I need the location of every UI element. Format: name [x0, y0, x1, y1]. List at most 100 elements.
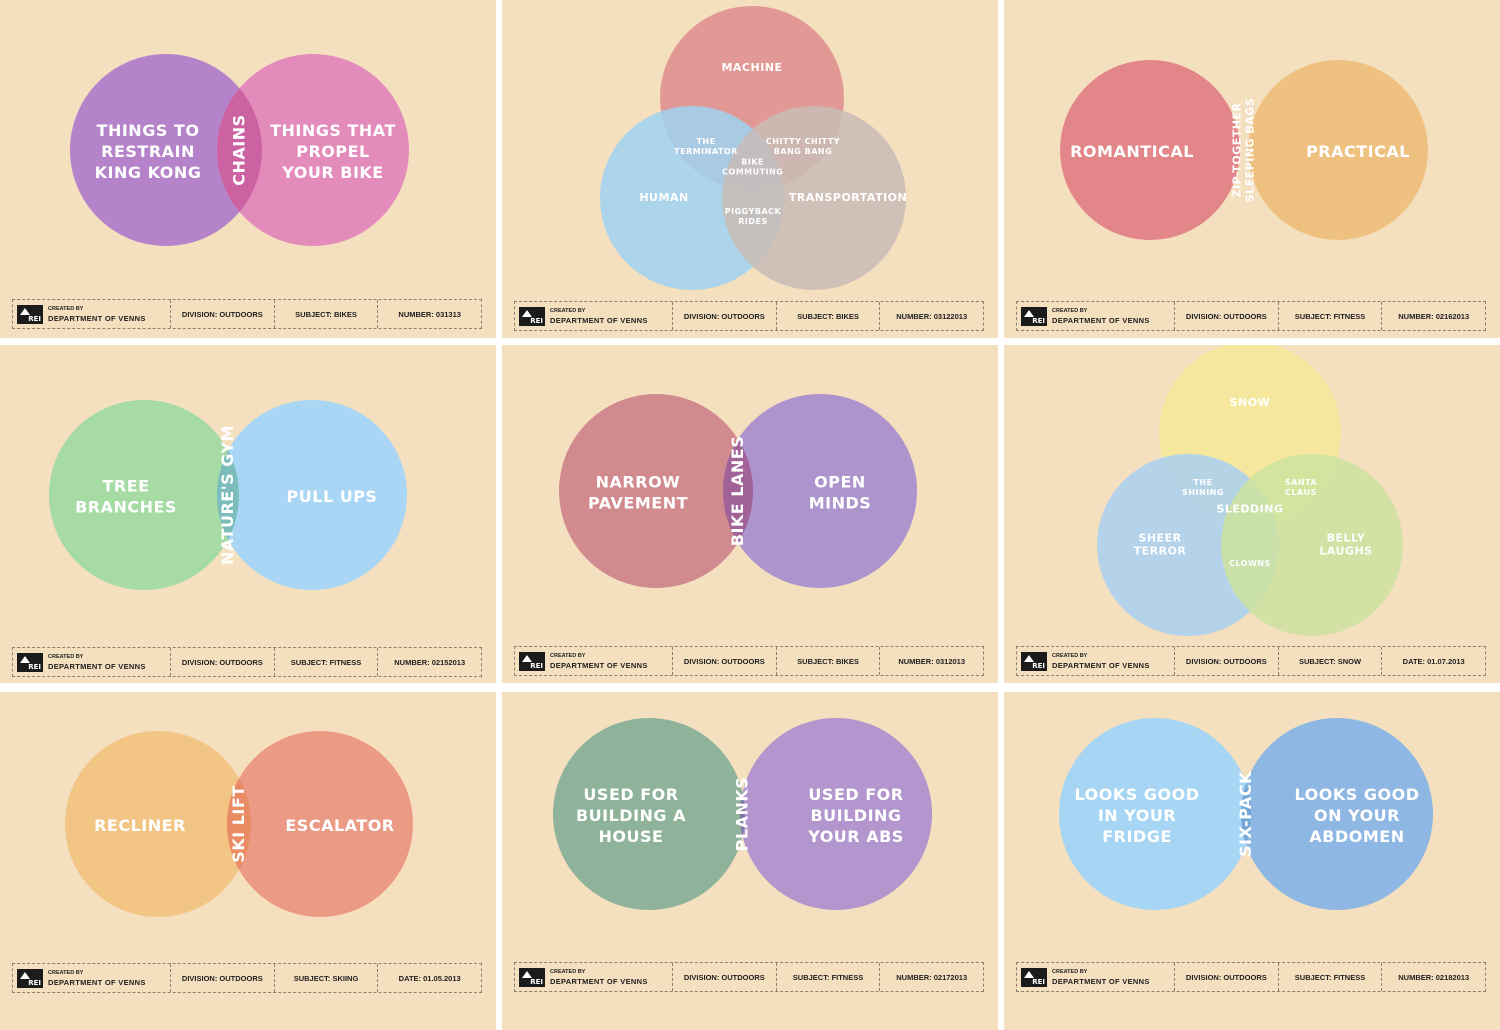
- date-value: 01.05.2013: [423, 973, 461, 983]
- circle-label-right: PRACTICAL: [1306, 142, 1410, 161]
- venn-diagram: THINGS TO RESTRAIN KING KONG THINGS THAT PRO…: [70, 54, 409, 246]
- created-by-label: CREATED BY: [1052, 969, 1088, 975]
- circle-label-right: THINGS THAT PROPEL YOUR BIKE: [270, 121, 396, 182]
- subject-label: SUBJECT:: [290, 657, 328, 667]
- venn-circle-right: [217, 54, 409, 246]
- pair-label-top-left: THE TERMINATOR: [674, 137, 738, 156]
- circle-label-right: PULL UPS: [287, 487, 378, 506]
- pair-label-bottom: CLOWNS: [1229, 559, 1271, 568]
- subject-cell: SUBJECT: FITNESS: [1277, 302, 1382, 330]
- subject-value: SKIING: [332, 973, 359, 983]
- creator-block: CREATED BY DEPARTMENT OF VENNS: [1052, 307, 1174, 325]
- subject-cell: SUBJECT: BIKES: [775, 302, 880, 330]
- venn-panel-8: USED FOR BUILDING A HOUSE USED FOR BUILDING Y…: [502, 692, 998, 1030]
- number-label: NUMBER:: [398, 309, 434, 319]
- venn-circle-right: [227, 731, 413, 917]
- creator-block: CREATED BY DEPARTMENT OF VENNS: [550, 652, 672, 670]
- division-label: DIVISION:: [1185, 972, 1222, 982]
- overlap-label: ZIP-TOGETHERSLEEPING BAGS: [1231, 98, 1257, 203]
- subject-value: FITNESS: [1333, 972, 1366, 982]
- created-by-label: CREATED BY: [550, 308, 586, 314]
- venn-circle-left: [553, 718, 745, 910]
- division-value: OUTDOORS: [219, 309, 263, 319]
- division-label: DIVISION:: [181, 973, 218, 983]
- rei-logo-icon: REI: [17, 652, 43, 672]
- circle-label-left: RECLINER: [94, 816, 186, 835]
- division-value: OUTDOORS: [721, 311, 765, 321]
- circle-label-left: LOOKS GOOD IN YOUR FRIDGE: [1075, 785, 1200, 846]
- circle-label-right: OPEN MINDS: [809, 472, 872, 512]
- created-by-label: CREATED BY: [48, 654, 84, 660]
- division-cell: DIVISION: OUTDOORS: [170, 964, 274, 992]
- subject-label: SUBJECT:: [797, 656, 834, 666]
- venn-diagram: SNOW SHEER TERROR BELLY LAUGHS THE SHINING SANT…: [1097, 345, 1403, 636]
- rei-logo-icon: REI: [519, 651, 545, 671]
- creator-block: CREATED BY DEPARTMENT OF VENNS: [550, 968, 672, 986]
- venn-circle-left: [559, 394, 753, 588]
- number-label: NUMBER:: [394, 657, 430, 667]
- venn-panel-4: TREE BRANCHES PULL UPS NATURE'S GYM REI CRE…: [0, 345, 496, 683]
- circle-label-left: SHEER TERROR: [1134, 532, 1187, 558]
- rei-logo-icon: REI: [1021, 306, 1047, 326]
- number-cell: NUMBER: 02182013: [1381, 963, 1485, 991]
- venn-panel-1: THINGS TO RESTRAIN KING KONG THINGS THAT PRO…: [0, 0, 496, 338]
- venn-panel-6: SNOW SHEER TERROR BELLY LAUGHS THE SHINING SANT…: [1004, 345, 1500, 683]
- number-value: 031313: [435, 309, 461, 319]
- number-label: NUMBER:: [898, 656, 934, 666]
- footer-strip: REI CREATED BY DEPARTMENT OF VENNS DIVIS…: [1016, 301, 1486, 331]
- division-value: OUTDOORS: [1223, 972, 1267, 982]
- logo-text: REI: [1032, 977, 1045, 986]
- circle-label-right: ESCALATOR: [285, 816, 394, 835]
- creator-block: CREATED BY DEPARTMENT OF VENNS: [48, 969, 170, 987]
- venn-diagram: RECLINER ESCALATOR SKI LIFT: [65, 731, 413, 917]
- number-label: NUMBER:: [1398, 972, 1434, 982]
- circle-label-right: LOOKS GOOD ON YOUR ABDOMEN: [1295, 785, 1420, 846]
- created-by-label: CREATED BY: [48, 306, 84, 312]
- department-name: DEPARTMENT OF VENNS: [48, 978, 146, 987]
- number-cell: NUMBER: 031313: [377, 300, 481, 328]
- venn-circle-right: [217, 400, 407, 590]
- venn-circle-right: [1248, 60, 1428, 240]
- department-name: DEPARTMENT OF VENNS: [48, 662, 146, 671]
- subject-value: BIKES: [835, 311, 859, 321]
- footer-strip: REI CREATED BY DEPARTMENT OF VENNS DIVIS…: [12, 647, 482, 677]
- subject-value: BIKES: [835, 656, 859, 666]
- subject-cell: SUBJECT: SNOW: [1277, 647, 1382, 675]
- overlap-label: BIKE LANES: [728, 436, 747, 546]
- circle-label-top: SNOW: [1230, 396, 1271, 409]
- footer-strip: REI CREATED BY DEPARTMENT OF VENNS DIVIS…: [514, 646, 984, 676]
- circle-label-top: MACHINE: [721, 61, 782, 74]
- pair-label-top-left: THE SHINING: [1182, 478, 1224, 497]
- division-value: OUTDOORS: [1223, 311, 1267, 321]
- venn-diagram: USED FOR BUILDING A HOUSE USED FOR BUILDING Y…: [553, 718, 932, 910]
- venn-circle-left: [65, 731, 251, 917]
- logo-text: REI: [28, 662, 41, 671]
- subject-label: SUBJECT:: [1294, 972, 1332, 982]
- subject-label: SUBJECT:: [295, 309, 332, 319]
- rei-logo-icon: REI: [1021, 651, 1047, 671]
- subject-value: FITNESS: [329, 657, 362, 667]
- footer-strip: REI CREATED BY DEPARTMENT OF VENNS DIVIS…: [1016, 962, 1486, 992]
- division-label: DIVISION:: [683, 311, 720, 321]
- creator-block: CREATED BY DEPARTMENT OF VENNS: [48, 305, 170, 323]
- pair-label-top-right: SANTA CLAUS: [1285, 478, 1317, 497]
- subject-cell: SUBJECT: BIKES: [273, 300, 378, 328]
- created-by-label: CREATED BY: [550, 969, 586, 975]
- logo-text: REI: [530, 977, 543, 986]
- venn-panel-7: RECLINER ESCALATOR SKI LIFT REI CREATED BY…: [0, 692, 496, 1030]
- subject-label: SUBJECT:: [1294, 311, 1332, 321]
- logo-text: REI: [530, 661, 543, 670]
- footer-strip: REI CREATED BY DEPARTMENT OF VENNS DIVIS…: [1016, 646, 1486, 676]
- department-name: DEPARTMENT OF VENNS: [48, 314, 146, 323]
- division-cell: DIVISION: OUTDOORS: [672, 302, 776, 330]
- venn-diagram: TREE BRANCHES PULL UPS NATURE'S GYM: [49, 400, 407, 590]
- division-cell: DIVISION: OUTDOORS: [672, 647, 776, 675]
- creator-block: CREATED BY DEPARTMENT OF VENNS: [1052, 968, 1174, 986]
- overlap-label: SKI LIFT: [229, 785, 248, 862]
- number-value: 02162013: [1435, 311, 1470, 321]
- venn-diagram: MACHINE HUMAN TRANSPORTATION THE TERMINATOR C…: [600, 6, 907, 290]
- circle-label-left: NARROW PAVEMENT: [588, 472, 688, 512]
- overlap-label: PLANKS: [732, 777, 751, 852]
- department-name: DEPARTMENT OF VENNS: [1052, 977, 1150, 986]
- venn-diagram: NARROW PAVEMENT OPEN MINDS BIKE LANES: [559, 394, 917, 588]
